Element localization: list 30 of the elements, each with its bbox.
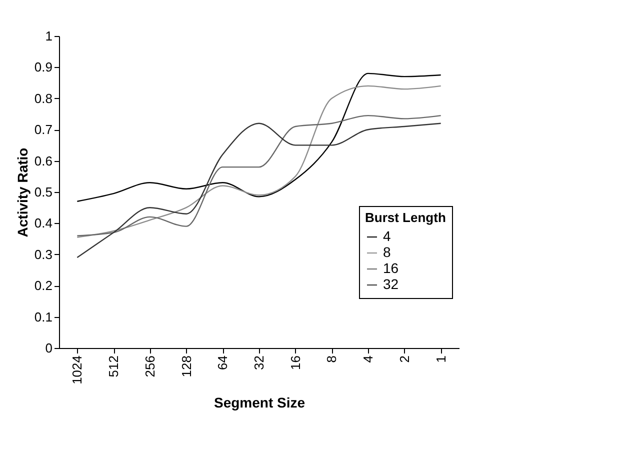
y-tick-label: 0.3 — [34, 246, 52, 262]
x-tick-label: 8 — [324, 356, 340, 363]
y-tick-label: 0.9 — [34, 60, 52, 75]
legend-label: 32 — [383, 276, 399, 292]
x-tick-label: 64 — [215, 356, 230, 370]
x-tick-label: 16 — [288, 356, 303, 370]
y-tick-label: 1 — [45, 28, 52, 44]
x-tick-label: 32 — [252, 356, 266, 370]
line-series — [76, 72, 442, 202]
legend-title: Burst Length — [365, 210, 446, 225]
y-tick-label: 0 — [45, 340, 52, 356]
x-tick-label: 128 — [178, 356, 194, 378]
y-tick-label: 0.6 — [34, 153, 52, 168]
x-tick-label: 2 — [396, 356, 412, 363]
y-tick-label: 0.4 — [34, 216, 52, 231]
x-tick-label: 1 — [433, 356, 448, 363]
x-tick-label: 1024 — [70, 356, 85, 384]
y-tick-label: 0.1 — [34, 309, 52, 324]
legend-label: 4 — [383, 228, 391, 244]
legend-label: 8 — [383, 244, 391, 260]
y-axis-title: Activity Ratio — [14, 148, 30, 238]
x-tick-label: 4 — [360, 356, 376, 363]
x-axis-title: Segment Size — [214, 394, 306, 410]
y-tick-label: 0.8 — [34, 90, 52, 106]
y-tick-label: 0.7 — [34, 122, 52, 138]
x-tick-label: 256 — [142, 356, 158, 378]
y-tick-label: 0.5 — [34, 184, 52, 200]
x-tick-label: 512 — [106, 356, 122, 378]
y-tick-label: 0.2 — [34, 278, 52, 294]
legend-label: 16 — [383, 260, 399, 276]
